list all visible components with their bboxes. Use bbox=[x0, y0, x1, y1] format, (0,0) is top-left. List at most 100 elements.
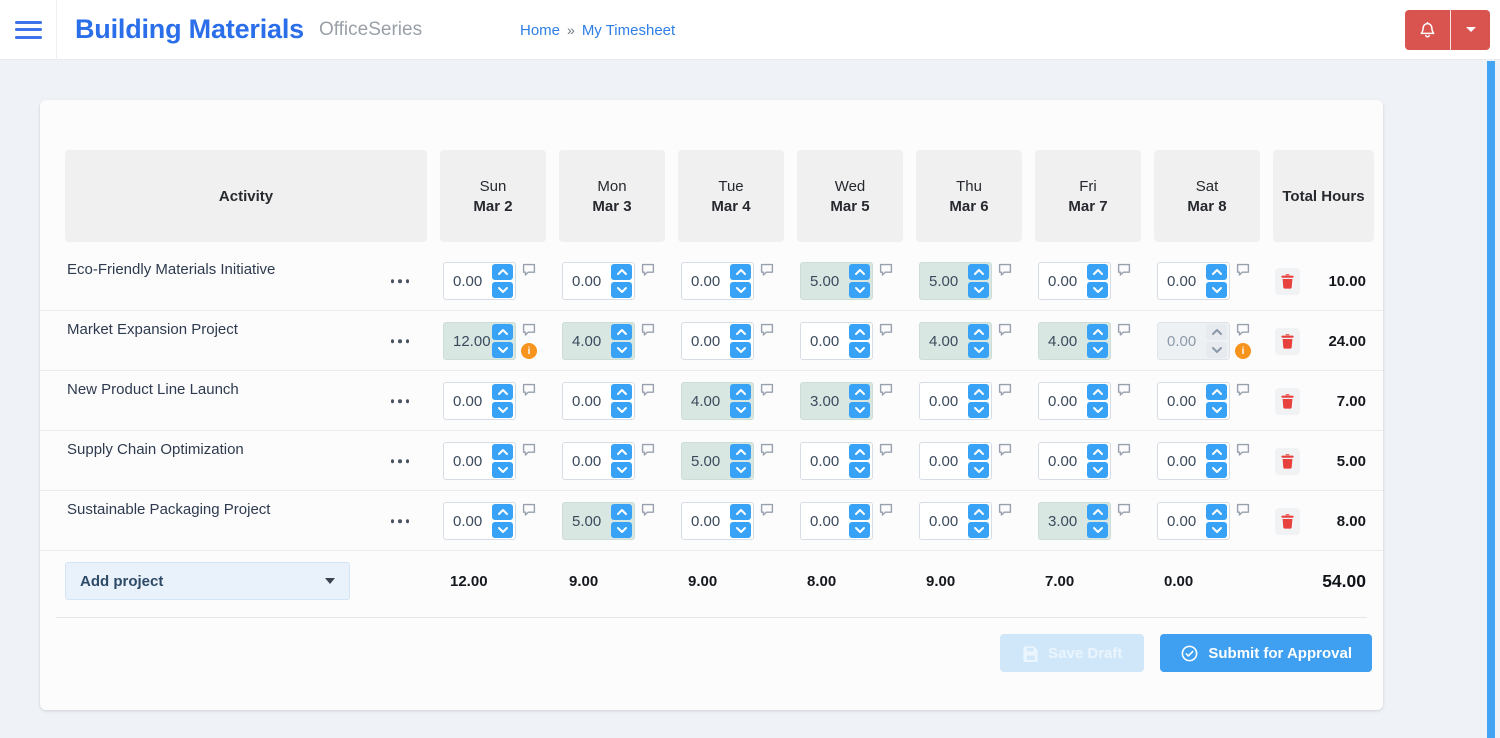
decrement-icon[interactable] bbox=[730, 282, 751, 298]
increment-icon[interactable] bbox=[1087, 444, 1108, 460]
hours-input[interactable]: 0.00 bbox=[1157, 442, 1230, 480]
increment-icon[interactable] bbox=[730, 444, 751, 460]
decrement-icon[interactable] bbox=[730, 522, 751, 538]
hours-input[interactable]: 5.00 bbox=[800, 262, 873, 300]
submit-for-approval-button[interactable]: Submit for Approval bbox=[1160, 634, 1372, 672]
hours-input[interactable]: 0.00 bbox=[562, 442, 635, 480]
hours-input[interactable]: 5.00 bbox=[681, 442, 754, 480]
increment-icon[interactable] bbox=[849, 264, 870, 280]
comment-icon[interactable] bbox=[879, 443, 893, 457]
page-scrollbar[interactable] bbox=[1487, 61, 1495, 738]
row-menu-ellipsis-icon[interactable] bbox=[387, 395, 414, 407]
comment-icon[interactable] bbox=[641, 383, 655, 397]
increment-icon[interactable] bbox=[611, 384, 632, 400]
delete-row-button[interactable] bbox=[1275, 507, 1300, 535]
row-menu-ellipsis-icon[interactable] bbox=[387, 275, 414, 287]
notifications-button[interactable] bbox=[1405, 10, 1450, 50]
decrement-icon[interactable] bbox=[611, 402, 632, 418]
increment-icon[interactable] bbox=[730, 384, 751, 400]
comment-icon[interactable] bbox=[879, 503, 893, 517]
comment-icon[interactable] bbox=[879, 263, 893, 277]
increment-icon[interactable] bbox=[611, 504, 632, 520]
comment-icon[interactable] bbox=[522, 323, 536, 337]
hours-input[interactable]: 0.00 bbox=[1038, 262, 1111, 300]
row-menu-ellipsis-icon[interactable] bbox=[387, 515, 414, 527]
increment-icon[interactable] bbox=[611, 264, 632, 280]
increment-icon[interactable] bbox=[849, 384, 870, 400]
decrement-icon[interactable] bbox=[492, 402, 513, 418]
decrement-icon[interactable] bbox=[492, 342, 513, 358]
hours-input[interactable]: 0.00 bbox=[562, 262, 635, 300]
increment-icon[interactable] bbox=[968, 504, 989, 520]
comment-icon[interactable] bbox=[1117, 503, 1131, 517]
comment-icon[interactable] bbox=[641, 503, 655, 517]
comment-icon[interactable] bbox=[1117, 383, 1131, 397]
increment-icon[interactable] bbox=[730, 324, 751, 340]
increment-icon[interactable] bbox=[1087, 324, 1108, 340]
hours-input[interactable]: 3.00 bbox=[800, 382, 873, 420]
decrement-icon[interactable] bbox=[968, 462, 989, 478]
comment-icon[interactable] bbox=[522, 263, 536, 277]
comment-icon[interactable] bbox=[998, 383, 1012, 397]
increment-icon[interactable] bbox=[730, 504, 751, 520]
hours-input[interactable]: 0.00 bbox=[1157, 262, 1230, 300]
hours-input[interactable]: 12.00 bbox=[443, 322, 516, 360]
comment-icon[interactable] bbox=[641, 443, 655, 457]
decrement-icon[interactable] bbox=[968, 522, 989, 538]
hours-input[interactable]: 5.00 bbox=[919, 262, 992, 300]
hours-input[interactable]: 0.00 bbox=[919, 502, 992, 540]
decrement-icon[interactable] bbox=[611, 342, 632, 358]
decrement-icon[interactable] bbox=[968, 402, 989, 418]
save-draft-button[interactable]: Save Draft bbox=[1000, 634, 1145, 672]
comment-icon[interactable] bbox=[760, 263, 774, 277]
increment-icon[interactable] bbox=[1206, 504, 1227, 520]
comment-icon[interactable] bbox=[1117, 263, 1131, 277]
comment-icon[interactable] bbox=[522, 503, 536, 517]
comment-icon[interactable] bbox=[760, 323, 774, 337]
hours-input[interactable]: 0.00 bbox=[681, 322, 754, 360]
decrement-icon[interactable] bbox=[968, 342, 989, 358]
increment-icon[interactable] bbox=[1206, 324, 1227, 340]
user-menu-button[interactable] bbox=[1450, 10, 1490, 50]
comment-icon[interactable] bbox=[641, 263, 655, 277]
hours-input[interactable]: 0.00 bbox=[443, 262, 516, 300]
increment-icon[interactable] bbox=[1087, 504, 1108, 520]
decrement-icon[interactable] bbox=[1206, 402, 1227, 418]
hours-input[interactable]: 4.00 bbox=[1038, 322, 1111, 360]
delete-row-button[interactable] bbox=[1275, 267, 1300, 295]
decrement-icon[interactable] bbox=[1206, 282, 1227, 298]
comment-icon[interactable] bbox=[1236, 263, 1250, 277]
increment-icon[interactable] bbox=[968, 384, 989, 400]
hours-input[interactable]: 0.00 bbox=[1038, 442, 1111, 480]
decrement-icon[interactable] bbox=[611, 282, 632, 298]
delete-row-button[interactable] bbox=[1275, 387, 1300, 415]
hours-input[interactable]: 0.00 bbox=[1038, 382, 1111, 420]
hours-input[interactable]: 0.00 bbox=[800, 502, 873, 540]
decrement-icon[interactable] bbox=[968, 282, 989, 298]
comment-icon[interactable] bbox=[1117, 323, 1131, 337]
hours-input[interactable]: 0.00 bbox=[1157, 382, 1230, 420]
hours-input[interactable]: 0.00 bbox=[681, 502, 754, 540]
row-menu-ellipsis-icon[interactable] bbox=[387, 455, 414, 467]
decrement-icon[interactable] bbox=[849, 462, 870, 478]
decrement-icon[interactable] bbox=[730, 462, 751, 478]
comment-icon[interactable] bbox=[998, 323, 1012, 337]
increment-icon[interactable] bbox=[849, 324, 870, 340]
decrement-icon[interactable] bbox=[492, 522, 513, 538]
hours-input[interactable]: 0.00 bbox=[562, 382, 635, 420]
comment-icon[interactable] bbox=[760, 503, 774, 517]
increment-icon[interactable] bbox=[492, 264, 513, 280]
increment-icon[interactable] bbox=[730, 264, 751, 280]
increment-icon[interactable] bbox=[492, 324, 513, 340]
decrement-icon[interactable] bbox=[849, 342, 870, 358]
hours-input[interactable]: 4.00 bbox=[681, 382, 754, 420]
hours-input[interactable]: 0.00 bbox=[800, 322, 873, 360]
increment-icon[interactable] bbox=[492, 384, 513, 400]
decrement-icon[interactable] bbox=[1087, 402, 1108, 418]
hours-input[interactable]: 3.00 bbox=[1038, 502, 1111, 540]
decrement-icon[interactable] bbox=[1206, 522, 1227, 538]
increment-icon[interactable] bbox=[492, 504, 513, 520]
decrement-icon[interactable] bbox=[730, 402, 751, 418]
comment-icon[interactable] bbox=[1236, 503, 1250, 517]
decrement-icon[interactable] bbox=[1087, 522, 1108, 538]
